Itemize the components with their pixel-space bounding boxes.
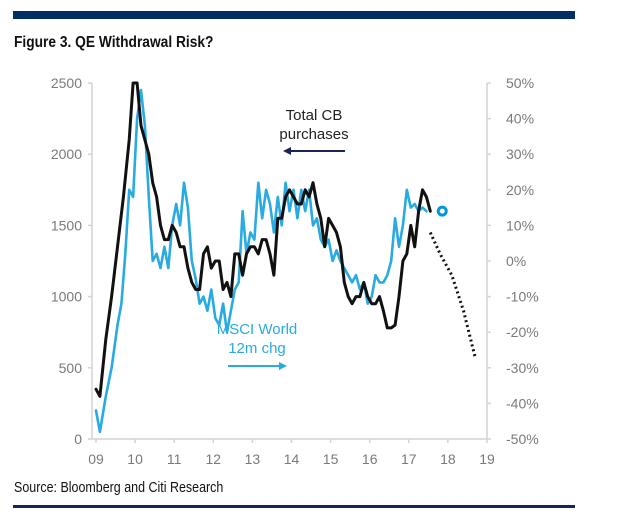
series-layer xyxy=(94,81,477,434)
footer-rule xyxy=(13,505,575,508)
right-axis-tick-label: 30% xyxy=(506,146,534,162)
series-total-cb-purchases-projection xyxy=(428,231,477,359)
figure-title: Figure 3. QE Withdrawal Risk? xyxy=(14,34,214,51)
x-axis-tick-label: 17 xyxy=(401,451,417,467)
chart-axes: 0 500 1000 1500 2000 2500 -50% -40% -30% -20% -10%… xyxy=(51,75,539,467)
header-rule xyxy=(13,11,575,19)
series-msci-world-12m-chg xyxy=(94,88,428,434)
x-axis-tick-label: 15 xyxy=(323,451,339,467)
x-axis-tick-label: 18 xyxy=(440,451,456,467)
left-axis-tick-label: 2500 xyxy=(51,75,82,91)
source-note: Source: Bloomberg and Citi Research xyxy=(14,480,224,496)
right-axis-tick-label: -50% xyxy=(506,431,539,447)
x-axis-tick-label: 16 xyxy=(362,451,378,467)
x-axis-tick-label: 09 xyxy=(88,451,104,467)
left-axis-tick-label: 1000 xyxy=(51,289,82,305)
msci-label-line2: 12m chg xyxy=(228,340,286,357)
right-axis-tick-label: -10% xyxy=(506,289,539,305)
cb-arrow-left-icon xyxy=(283,147,345,155)
msci-label-line1: MSCI World xyxy=(217,321,298,338)
x-axis-tick-label: 13 xyxy=(245,451,261,467)
left-axis-tick-label: 1500 xyxy=(51,217,82,233)
left-axis-tick-label: 500 xyxy=(59,360,83,376)
right-axis-tick-label: -30% xyxy=(506,360,539,376)
series-total-cb-purchases xyxy=(94,81,432,398)
x-axis-tick-label: 19 xyxy=(479,451,495,467)
x-axis-tick-label: 11 xyxy=(167,451,182,467)
open-circle-marker xyxy=(436,205,448,217)
right-axis-tick-label: 50% xyxy=(506,75,534,91)
annotation-layer: Total CB purchases MSCI World 12m chg xyxy=(217,107,349,370)
x-axis-tick-label: 10 xyxy=(127,451,143,467)
x-axis-tick-label: 12 xyxy=(206,451,222,467)
right-axis-tick-label: -20% xyxy=(506,324,539,340)
right-axis-tick-label: -40% xyxy=(506,395,539,411)
right-axis-tick-label: 0% xyxy=(506,253,526,269)
x-axis-tick-label: 14 xyxy=(284,451,300,467)
right-axis-tick-label: 40% xyxy=(506,111,534,127)
cb-label-line2: purchases xyxy=(279,126,348,143)
left-axis-tick-label: 2000 xyxy=(51,146,82,162)
right-axis-tick-label: 10% xyxy=(506,217,534,233)
cb-label-line1: Total CB xyxy=(286,107,343,124)
left-axis-tick-label: 0 xyxy=(74,431,82,447)
msci-arrow-right-icon xyxy=(228,362,287,370)
right-axis-tick-label: 20% xyxy=(506,182,534,198)
